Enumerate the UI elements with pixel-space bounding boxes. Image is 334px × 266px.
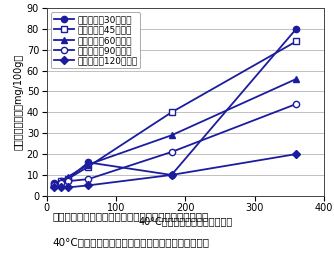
一番茶若芝90秒踸し <box>65 180 69 183</box>
一番茶若芝120秒踸し <box>65 186 69 189</box>
一番茶若芝45秒踸し <box>87 165 91 168</box>
一番茶若芝90秒踸し <box>170 150 174 153</box>
一番茶若芝45秒踸し <box>52 184 56 187</box>
一番茶若芝120秒踸し <box>294 152 298 156</box>
一番茶若芝60秒踸し <box>52 182 56 185</box>
Legend: 一番茶若芝30秒踸し, 一番茶若芝45秒踸し, 一番茶若芝60秒踸し, 一番茶若芝90秒踸し, 一番茶若芝120秒踸し: 一番茶若芝30秒踸し, 一番茶若芝45秒踸し, 一番茶若芝60秒踸し, 一番茶若… <box>51 13 140 68</box>
一番茶若芝90秒踸し <box>52 184 56 187</box>
一番茶若芝30秒踸し <box>65 177 69 181</box>
一番茶若芝45秒踸し <box>294 40 298 43</box>
一番茶若芝45秒踸し <box>170 111 174 114</box>
一番茶若芝60秒踸し <box>87 163 91 166</box>
Line: 一番茶若芝45秒踸し: 一番茶若芝45秒踸し <box>50 38 299 189</box>
Text: 蒸熱条件の異なるべにふうき緑茶粉末（一番茶若芽）の: 蒸熱条件の異なるべにふうき緑茶粉末（一番茶若芽）の <box>52 211 208 221</box>
Line: 一番茶若芝30秒踸し: 一番茶若芝30秒踸し <box>50 26 299 186</box>
一番茶若芝30秒踸し <box>170 173 174 177</box>
一番茶若芝120秒踸し <box>52 186 56 189</box>
Y-axis label: フェオホルビド（mg/100g）: フェオホルビド（mg/100g） <box>14 54 24 150</box>
一番茶若芝90秒踸し <box>59 182 63 185</box>
X-axis label: 40°Cインキュベート時間（分）: 40°Cインキュベート時間（分） <box>138 216 232 226</box>
一番茶若芝60秒踸し <box>59 180 63 183</box>
一番茶若芝60秒踸し <box>65 176 69 179</box>
一番茶若芝90秒踸し <box>87 177 91 181</box>
一番茶若芝45秒踸し <box>65 177 69 181</box>
一番茶若芝30秒踸し <box>87 161 91 164</box>
一番茶若芝45秒踸し <box>59 180 63 183</box>
一番茶若芝120秒踸し <box>59 186 63 189</box>
一番茶若芝120秒踸し <box>170 173 174 177</box>
一番茶若芝60秒踸し <box>294 77 298 81</box>
一番茶若芝30秒踸し <box>59 180 63 183</box>
一番茶若芝60秒踸し <box>170 134 174 137</box>
一番茶若芝90秒踸し <box>294 102 298 106</box>
一番茶若芝30秒踸し <box>294 27 298 30</box>
一番茶若芝120秒踸し <box>87 184 91 187</box>
一番茶若芝30秒踸し <box>52 182 56 185</box>
Text: 40°C保温による経時的フェオホルビド生成量の変動: 40°C保温による経時的フェオホルビド生成量の変動 <box>52 237 209 247</box>
Line: 一番茶若芝120秒踸し: 一番茶若芝120秒踸し <box>50 151 299 191</box>
Line: 一番茶若芝90秒踸し: 一番茶若芝90秒踸し <box>50 101 299 189</box>
Line: 一番茶若芝60秒踸し: 一番茶若芝60秒踸し <box>50 76 299 186</box>
